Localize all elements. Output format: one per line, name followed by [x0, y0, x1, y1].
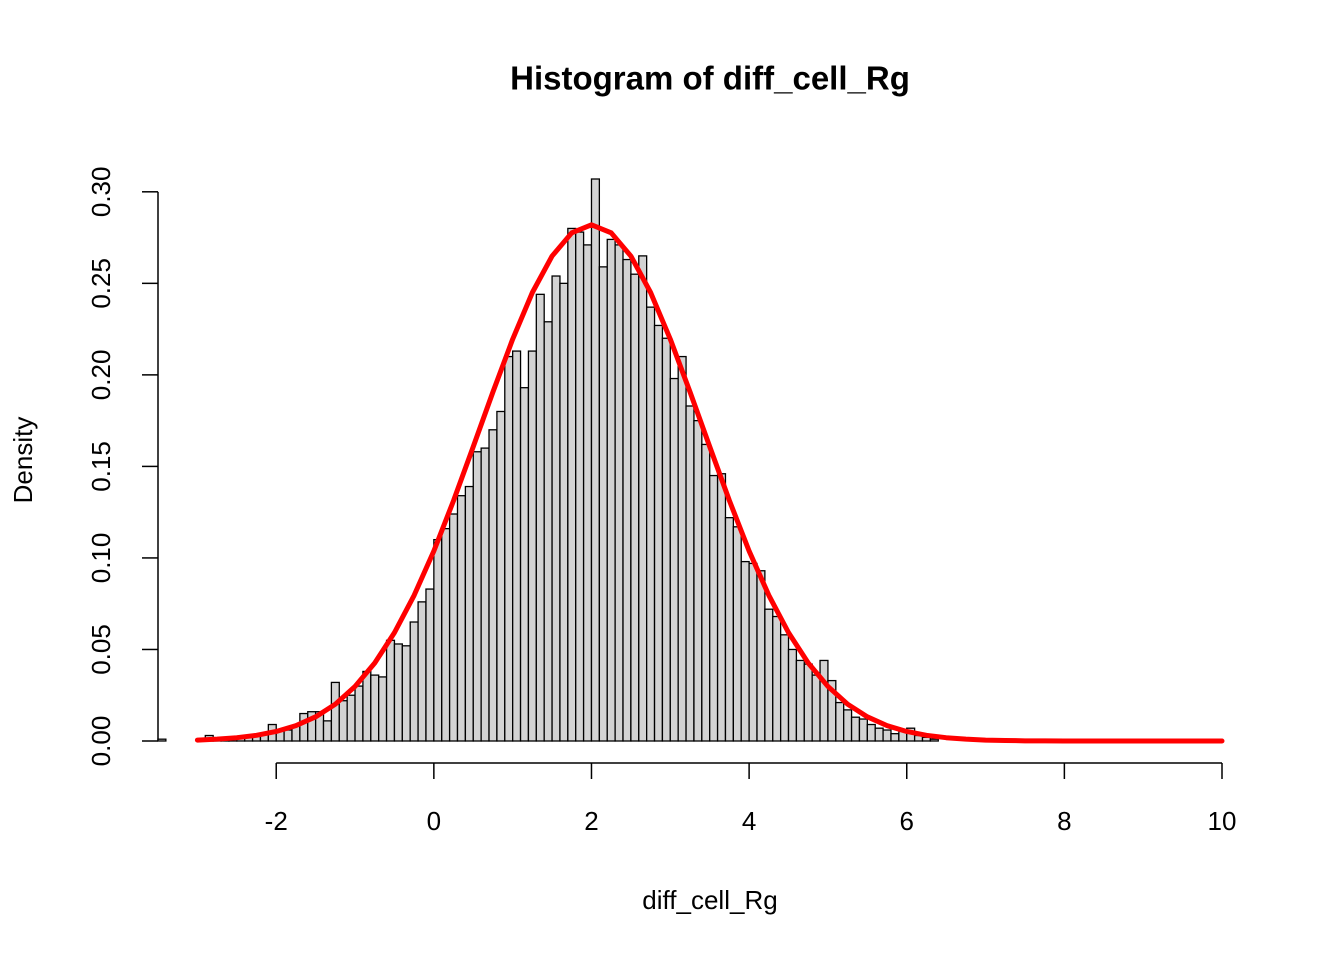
bar	[787, 648, 798, 742]
bar	[409, 621, 419, 742]
bar	[543, 321, 553, 742]
bar	[866, 723, 876, 742]
bar	[464, 485, 474, 742]
x-tick-label: 8	[1057, 806, 1071, 836]
bar	[504, 355, 514, 742]
bar	[512, 350, 522, 742]
bar	[283, 729, 293, 742]
bar	[378, 676, 388, 742]
bar	[756, 570, 766, 742]
bar	[472, 451, 482, 742]
x-tick-label: 0	[427, 806, 441, 836]
x-tick-label: 4	[742, 806, 756, 836]
bar	[551, 275, 561, 742]
bar	[638, 255, 648, 742]
bar	[488, 429, 498, 742]
chart-title: Histogram of diff_cell_Rg	[510, 60, 910, 97]
bar	[748, 562, 758, 742]
bar	[425, 588, 435, 742]
density-curve	[194, 222, 1225, 744]
bar	[669, 377, 679, 742]
bar	[385, 639, 396, 742]
bar	[322, 720, 333, 742]
bar	[622, 258, 632, 742]
bar	[858, 718, 868, 742]
bar	[882, 729, 892, 742]
bar	[401, 645, 411, 742]
bar	[661, 337, 671, 742]
bar	[835, 701, 845, 742]
bar	[764, 608, 774, 742]
bar	[929, 738, 939, 742]
bar	[441, 527, 451, 742]
bar	[370, 674, 380, 742]
bar	[874, 727, 884, 742]
bar	[614, 244, 624, 742]
bar	[653, 324, 664, 742]
bar	[157, 738, 167, 742]
bar	[582, 244, 593, 742]
bar	[346, 694, 356, 742]
bar	[598, 266, 608, 742]
bar	[535, 293, 545, 742]
x-tick-label: -2	[265, 806, 288, 836]
x-tick-label: 6	[900, 806, 914, 836]
bar	[496, 410, 506, 742]
y-tick-label: 0.20	[86, 350, 116, 401]
x-tick-label: 10	[1208, 806, 1237, 836]
bar	[330, 681, 340, 742]
y-tick-label: 0.30	[86, 167, 116, 218]
bar	[559, 282, 569, 742]
bar	[772, 615, 782, 742]
bar	[575, 231, 585, 742]
bar	[606, 238, 616, 742]
bar	[519, 387, 530, 742]
bar	[354, 685, 364, 742]
bar	[646, 306, 656, 742]
bar	[685, 405, 695, 742]
bar	[724, 517, 734, 742]
bar	[456, 495, 467, 742]
bar	[693, 419, 703, 742]
bar	[299, 712, 309, 742]
bar	[362, 670, 372, 742]
bar	[527, 350, 537, 742]
bar	[740, 560, 750, 742]
y-tick-label: 0.15	[86, 441, 116, 492]
bar	[677, 355, 687, 742]
y-tick-label: 0.10	[86, 533, 116, 584]
bar	[338, 700, 348, 742]
bar	[448, 513, 459, 742]
y-tick-label: 0.00	[86, 716, 116, 767]
bar	[709, 474, 719, 742]
bar	[779, 634, 790, 742]
bar	[433, 538, 443, 742]
bar	[701, 443, 711, 742]
y-axis-label: Density	[8, 417, 38, 504]
bar	[850, 716, 861, 742]
bar	[417, 601, 427, 742]
bar	[480, 447, 490, 742]
bar	[811, 674, 821, 742]
bar	[732, 526, 742, 742]
x-axis-label: diff_cell_Rg	[642, 885, 777, 915]
y-tick-label: 0.05	[86, 624, 116, 675]
bar	[819, 659, 829, 742]
bar	[843, 709, 853, 742]
bar	[590, 178, 601, 742]
y-tick-label: 0.25	[86, 258, 116, 309]
x-tick-label: 2	[584, 806, 598, 836]
bar	[630, 273, 640, 742]
bar	[795, 659, 805, 742]
bar	[890, 733, 900, 742]
bar	[803, 663, 813, 742]
bar	[716, 473, 727, 742]
bar	[567, 227, 577, 742]
bar	[393, 643, 403, 742]
